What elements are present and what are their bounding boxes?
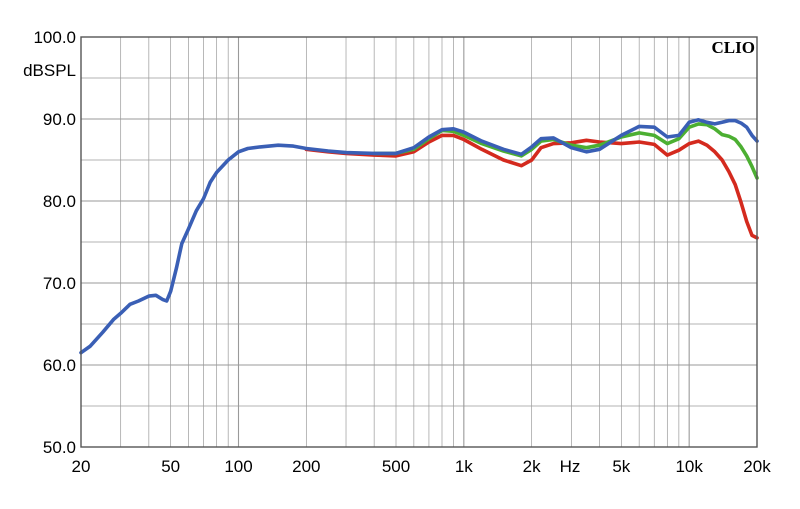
x-tick-label: 500 <box>382 457 410 476</box>
x-tick-label: 20 <box>72 457 91 476</box>
x-tick-labels: 20 50 100 200 500 1k 2k 5k 10k 20k <box>72 457 772 476</box>
y-tick-label: 100.0 <box>33 28 76 47</box>
x-axis-label: Hz <box>560 457 581 476</box>
plot-frame <box>80 36 758 448</box>
x-tick-label: 5k <box>612 457 630 476</box>
x-tick-label: 100 <box>224 457 252 476</box>
y-tick-labels: 100.0 90.0 80.0 70.0 60.0 50.0 <box>33 28 76 457</box>
x-tick-label: 200 <box>292 457 320 476</box>
y-axis-label: dBSPL <box>23 61 76 80</box>
y-tick-label: 90.0 <box>43 110 76 129</box>
x-tick-label: 10k <box>675 457 703 476</box>
series-line-3 <box>79 118 759 355</box>
y-tick-label: 60.0 <box>43 356 76 375</box>
series-layer <box>79 118 759 355</box>
series-line-1 <box>304 133 759 240</box>
x-tick-label: 50 <box>161 457 180 476</box>
y-tick-label: 80.0 <box>43 192 76 211</box>
x-tick-label: 20k <box>743 457 771 476</box>
y-tick-label: 70.0 <box>43 274 76 293</box>
x-tick-label: 1k <box>455 457 473 476</box>
y-tick-label: 50.0 <box>43 438 76 457</box>
x-tick-label: 2k <box>523 457 541 476</box>
clio-brand-label: CLIO <box>712 38 755 57</box>
